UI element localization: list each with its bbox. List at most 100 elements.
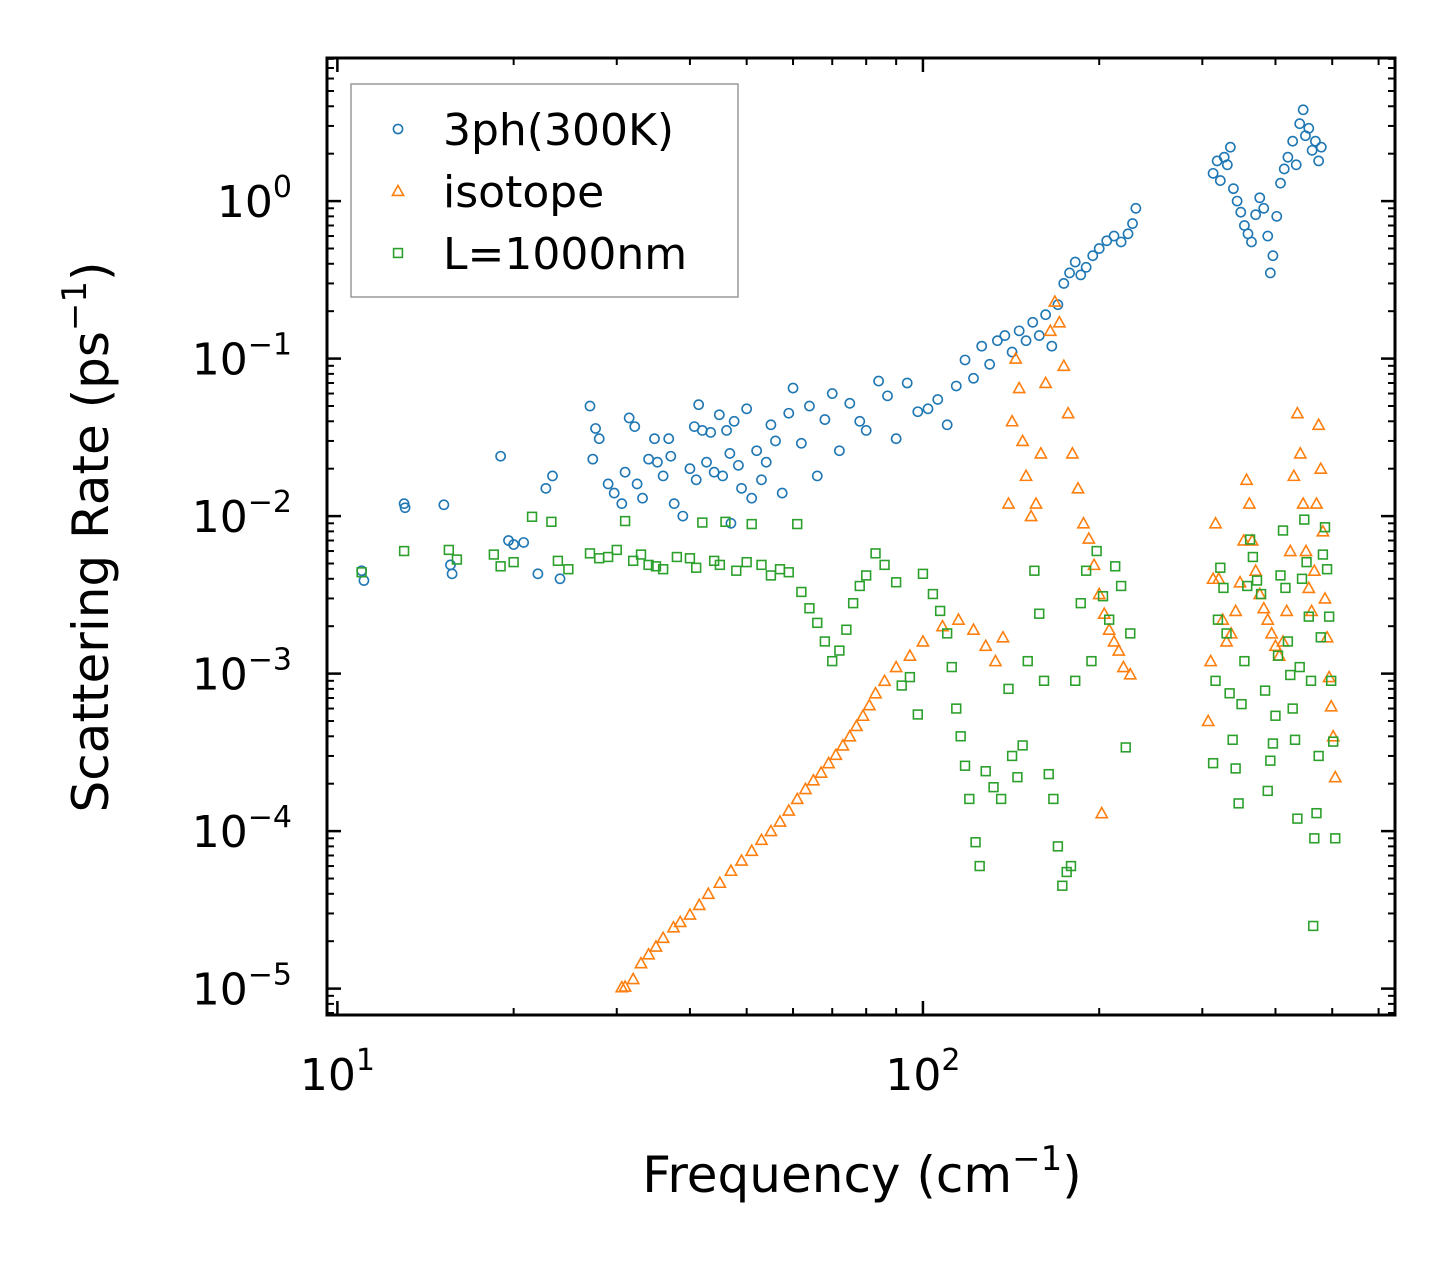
data-point-isotope bbox=[1283, 543, 1298, 557]
data-point-3ph-300k bbox=[717, 470, 729, 482]
data-point-l-1000nm bbox=[619, 515, 631, 527]
data-point-isotope bbox=[806, 773, 821, 786]
data-point-l-1000nm bbox=[988, 782, 999, 793]
data-point-l-1000nm bbox=[1282, 636, 1294, 647]
data-point-l-1000nm bbox=[1319, 522, 1331, 533]
data-point-3ph-300k bbox=[725, 517, 737, 529]
data-point-3ph-300k bbox=[860, 425, 872, 436]
data-point-isotope bbox=[1038, 375, 1053, 389]
data-point-l-1000nm bbox=[1215, 562, 1226, 573]
data-point-isotope bbox=[773, 814, 787, 827]
data-point-3ph-300k bbox=[1262, 230, 1274, 242]
data-point-3ph-300k bbox=[932, 394, 944, 405]
data-point-l-1000nm bbox=[1317, 549, 1329, 560]
data-point-l-1000nm bbox=[841, 624, 852, 635]
data-point-l-1000nm bbox=[1210, 675, 1221, 687]
data-point-isotope bbox=[814, 765, 829, 778]
data-point-isotope bbox=[1001, 496, 1016, 509]
data-point-3ph-300k bbox=[741, 403, 753, 415]
data-point-isotope bbox=[1208, 516, 1223, 529]
data-point-l-1000nm bbox=[879, 559, 890, 571]
data-point-3ph-300k bbox=[811, 470, 823, 482]
y-tick-label: 10−2 bbox=[192, 485, 292, 543]
data-point-isotope bbox=[1203, 653, 1218, 667]
data-point-3ph-300k bbox=[901, 377, 913, 389]
data-markers bbox=[356, 104, 1343, 993]
data-point-isotope bbox=[754, 832, 769, 846]
data-point-isotope bbox=[1313, 461, 1328, 474]
data-point-3ph-300k bbox=[1020, 335, 1032, 347]
data-point-l-1000nm bbox=[765, 570, 777, 581]
data-point-3ph-300k bbox=[746, 492, 758, 504]
data-point-3ph-300k bbox=[637, 492, 648, 504]
legend-marker-l-1000nm bbox=[392, 247, 404, 259]
data-point-isotope bbox=[1111, 643, 1126, 656]
data-point-isotope bbox=[1311, 417, 1326, 431]
data-point-l-1000nm bbox=[546, 516, 557, 528]
data-point-isotope bbox=[649, 939, 663, 952]
data-point-l-1000nm bbox=[1280, 582, 1291, 594]
data-point-l-1000nm bbox=[1292, 813, 1303, 824]
data-point-3ph-300k bbox=[1267, 250, 1279, 262]
data-point-l-1000nm bbox=[860, 570, 872, 581]
data-point-3ph-300k bbox=[1235, 206, 1247, 218]
data-point-3ph-300k bbox=[1207, 167, 1219, 179]
data-point-l-1000nm bbox=[1115, 580, 1127, 592]
data-point-l-1000nm bbox=[1230, 763, 1241, 774]
data-point-isotope bbox=[902, 648, 917, 661]
data-point-l-1000nm bbox=[356, 567, 367, 578]
data-point-l-1000nm bbox=[635, 549, 647, 560]
data-point-3ph-300k bbox=[912, 406, 924, 418]
data-point-l-1000nm bbox=[1012, 771, 1023, 783]
data-point-isotope bbox=[1094, 805, 1109, 819]
data-point-isotope bbox=[692, 897, 707, 911]
data-point-3ph-300k bbox=[1246, 236, 1257, 248]
data-point-isotope bbox=[966, 622, 981, 635]
data-point-isotope bbox=[1248, 563, 1263, 577]
data-point-l-1000nm bbox=[714, 559, 726, 571]
data-point-l-1000nm bbox=[854, 580, 865, 592]
data-point-l-1000nm bbox=[1328, 736, 1339, 747]
data-point-l-1000nm bbox=[1065, 860, 1077, 872]
data-point-l-1000nm bbox=[1038, 675, 1050, 687]
data-point-3ph-300k bbox=[1224, 141, 1236, 153]
data-point-isotope bbox=[915, 634, 930, 647]
data-point-l-1000nm bbox=[1330, 833, 1341, 844]
data-point-3ph-300k bbox=[619, 466, 631, 478]
data-point-isotope bbox=[1290, 405, 1305, 419]
data-point-isotope bbox=[1326, 729, 1341, 742]
data-point-isotope bbox=[1256, 601, 1271, 614]
data-point-l-1000nm bbox=[1125, 628, 1136, 639]
data-point-isotope bbox=[673, 914, 688, 928]
legend-label-isotope: isotope bbox=[443, 167, 604, 218]
data-point-isotope bbox=[1286, 468, 1301, 482]
data-point-l-1000nm bbox=[912, 709, 923, 720]
data-point-isotope bbox=[1318, 591, 1332, 604]
data-point-l-1000nm bbox=[1305, 675, 1317, 687]
data-point-l-1000nm bbox=[1326, 675, 1337, 687]
data-point-l-1000nm bbox=[970, 837, 981, 848]
data-point-3ph-300k bbox=[608, 487, 620, 499]
data-point-l-1000nm bbox=[812, 617, 823, 629]
data-point-l-1000nm bbox=[1221, 628, 1232, 639]
data-point-3ph-300k bbox=[732, 459, 744, 471]
y-axis-label: Scattering Rate (ps−1) bbox=[55, 261, 120, 812]
data-point-l-1000nm bbox=[552, 555, 564, 567]
data-point-l-1000nm bbox=[870, 548, 881, 559]
data-point-3ph-300k bbox=[1058, 278, 1070, 289]
data-point-isotope bbox=[835, 738, 850, 751]
data-point-3ph-300k bbox=[721, 425, 732, 436]
data-point-3ph-300k bbox=[705, 426, 717, 438]
legend-marker-isotope bbox=[391, 183, 405, 197]
data-point-isotope bbox=[868, 686, 883, 699]
data-point-3ph-300k bbox=[1087, 250, 1099, 262]
data-point-3ph-300k bbox=[1214, 175, 1226, 186]
data-point-isotope bbox=[1081, 531, 1096, 544]
data-point-l-1000nm bbox=[1275, 570, 1286, 581]
data-point-3ph-300k bbox=[616, 498, 628, 510]
data-point-isotope bbox=[781, 803, 796, 816]
data-point-l-1000nm bbox=[650, 561, 662, 572]
data-point-isotope bbox=[1043, 323, 1058, 337]
data-point-l-1000nm bbox=[451, 554, 463, 565]
